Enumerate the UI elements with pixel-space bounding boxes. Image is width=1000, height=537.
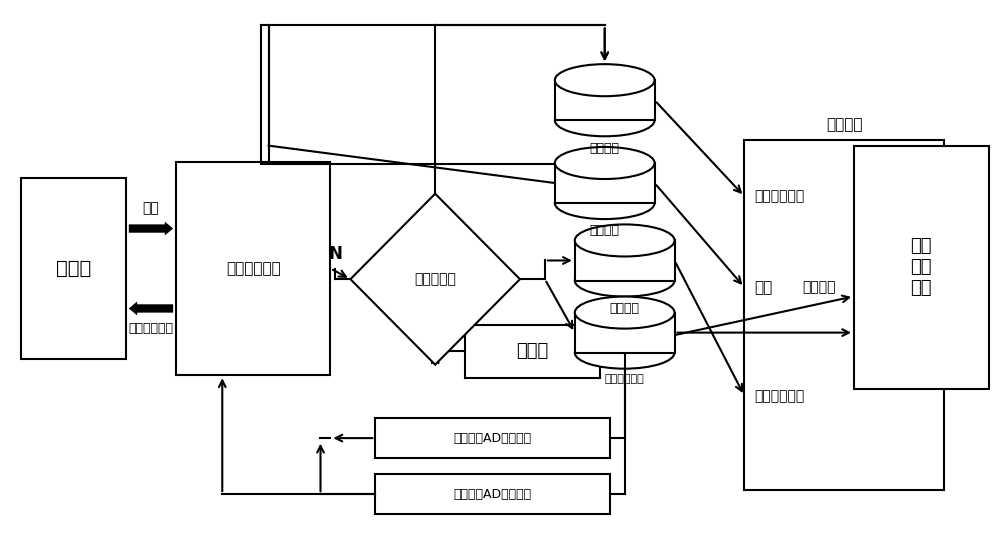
Text: 命令: 命令 (143, 201, 159, 215)
Ellipse shape (575, 296, 675, 329)
Text: 激光
照明
镜头: 激光 照明 镜头 (911, 237, 932, 297)
Text: 调节齿轮: 调节齿轮 (802, 280, 836, 294)
Polygon shape (350, 194, 520, 365)
Bar (21, 178, 126, 359)
Text: 激光器: 激光器 (516, 342, 549, 360)
Text: 变焦镜头: 变焦镜头 (826, 117, 862, 132)
Text: 激光镜头AD采样模块: 激光镜头AD采样模块 (453, 432, 532, 445)
Bar (854, 146, 989, 389)
Bar (375, 418, 610, 458)
Ellipse shape (555, 187, 655, 219)
Ellipse shape (555, 147, 655, 179)
Ellipse shape (575, 337, 675, 369)
Ellipse shape (555, 64, 655, 96)
Ellipse shape (555, 104, 655, 136)
Text: 变焦镜头AD采样模块: 变焦镜头AD采样模块 (453, 488, 532, 500)
Text: 信息处理模块: 信息处理模块 (226, 261, 281, 276)
Text: 镜头调焦齿轮: 镜头调焦齿轮 (754, 189, 805, 204)
Ellipse shape (575, 265, 675, 296)
Bar (555, 80, 655, 120)
Text: N: N (328, 244, 342, 263)
Text: 调焦电机: 调焦电机 (590, 142, 620, 155)
Bar (375, 474, 610, 514)
Text: Y: Y (482, 287, 494, 305)
Bar (176, 162, 330, 375)
Text: 光电状态反馈: 光电状态反馈 (128, 322, 173, 335)
Text: 变焦电机: 变焦电机 (610, 302, 640, 315)
Text: 镜头变焦齿轮: 镜头变焦齿轮 (754, 389, 805, 403)
Text: 激光镜头电机: 激光镜头电机 (605, 374, 645, 384)
Text: 光栏电机: 光栏电机 (590, 224, 620, 237)
Ellipse shape (575, 224, 675, 257)
Text: 上位机: 上位机 (56, 259, 91, 278)
Bar (575, 241, 675, 280)
Bar (744, 140, 944, 490)
Bar (465, 324, 600, 378)
Bar (555, 163, 655, 203)
Bar (575, 313, 675, 353)
Text: 激光器工作: 激光器工作 (414, 272, 456, 286)
Text: 光栏: 光栏 (754, 280, 773, 295)
